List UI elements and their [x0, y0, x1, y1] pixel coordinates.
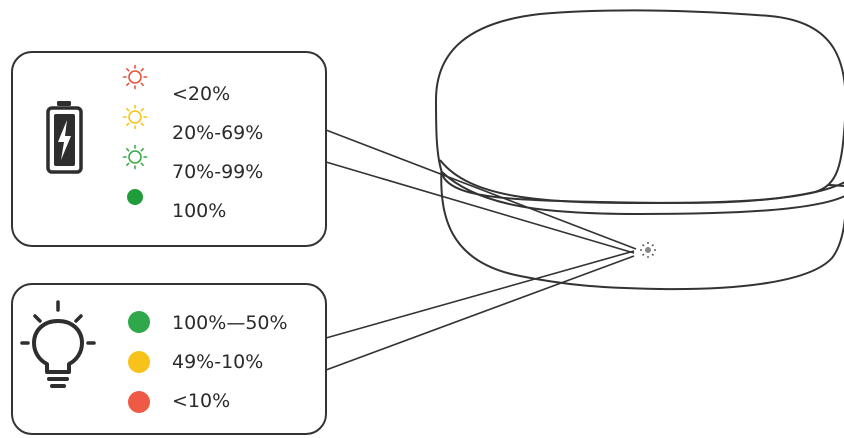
charging-case [434, 9, 844, 291]
indicator-row: <20% [122, 64, 230, 105]
blinking-led-icon [122, 64, 148, 90]
indicator-label: 100%—50% [172, 312, 288, 334]
solid-led-icon [128, 311, 150, 333]
indicator-label: 20%-69% [172, 122, 263, 144]
light-bulb-icon [20, 300, 96, 388]
indicator-label: 100% [172, 200, 226, 222]
case-seam-lower [441, 171, 844, 216]
indicator-label: 49%-10% [172, 351, 263, 373]
battery-charging-icon [46, 101, 83, 174]
indicator-label: <20% [172, 83, 230, 105]
battery-level-panel [11, 283, 327, 435]
indicator-row: 20%-69% [122, 104, 263, 144]
indicator-row: 100% [127, 189, 226, 222]
indicator-row: 49%-10% [128, 351, 263, 373]
charging-panel [11, 51, 327, 247]
case-lid [434, 9, 844, 204]
led-indicator-icon [640, 242, 656, 258]
case-seam-upper [439, 159, 844, 205]
charging-rows: <20% 20%-69% 70%-99% 100% [122, 64, 263, 222]
indicator-row: 70%-99% [122, 144, 263, 183]
blinking-led-icon [122, 104, 148, 130]
indicator-label: <10% [172, 390, 230, 412]
solid-led-icon [127, 189, 143, 205]
blinking-led-icon [122, 144, 148, 170]
battery-level-rows: 100%—50% 49%-10% <10% [128, 311, 288, 413]
indicator-row: 100%—50% [128, 311, 288, 334]
solid-led-icon [128, 391, 150, 413]
indicator-row: <10% [128, 390, 230, 413]
solid-led-icon [128, 351, 150, 373]
callout-lines [325, 129, 637, 371]
indicator-label: 70%-99% [172, 161, 263, 183]
